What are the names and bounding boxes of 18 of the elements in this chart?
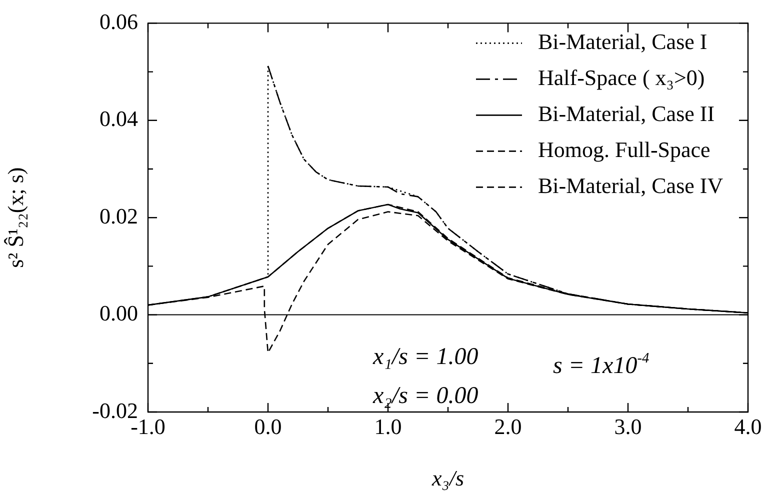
annotation: x₂/s = 0.00 (372, 383, 478, 410)
x-tick-label: 4.0 (734, 414, 762, 439)
x-tick-label: 1.0 (374, 414, 402, 439)
x-tick-label: 2.0 (494, 414, 522, 439)
y-axis-title: s² Ŝ¹₂₂(x; s) (2, 167, 28, 268)
x-tick-label: 3.0 (614, 414, 642, 439)
legend-label: Bi-Material, Case IV (538, 172, 724, 198)
legend-label: Bi-Material, Case I (538, 28, 708, 54)
x-tick-label: 0.0 (254, 414, 282, 439)
y-tick-label: 0.00 (100, 300, 138, 326)
y-tick-label: 0.06 (100, 8, 138, 34)
y-tick-label: 0.02 (100, 203, 138, 228)
legend-label: Bi-Material, Case II (538, 100, 715, 126)
legend-label: Half-Space ( x₃>0) (538, 64, 705, 90)
legend-label: Homog. Full-Space (538, 136, 710, 162)
y-tick-label: 0.04 (100, 106, 138, 132)
x-axis-title: x₃/s (430, 466, 464, 491)
annotation: x₁/s = 1.00 (372, 344, 478, 370)
